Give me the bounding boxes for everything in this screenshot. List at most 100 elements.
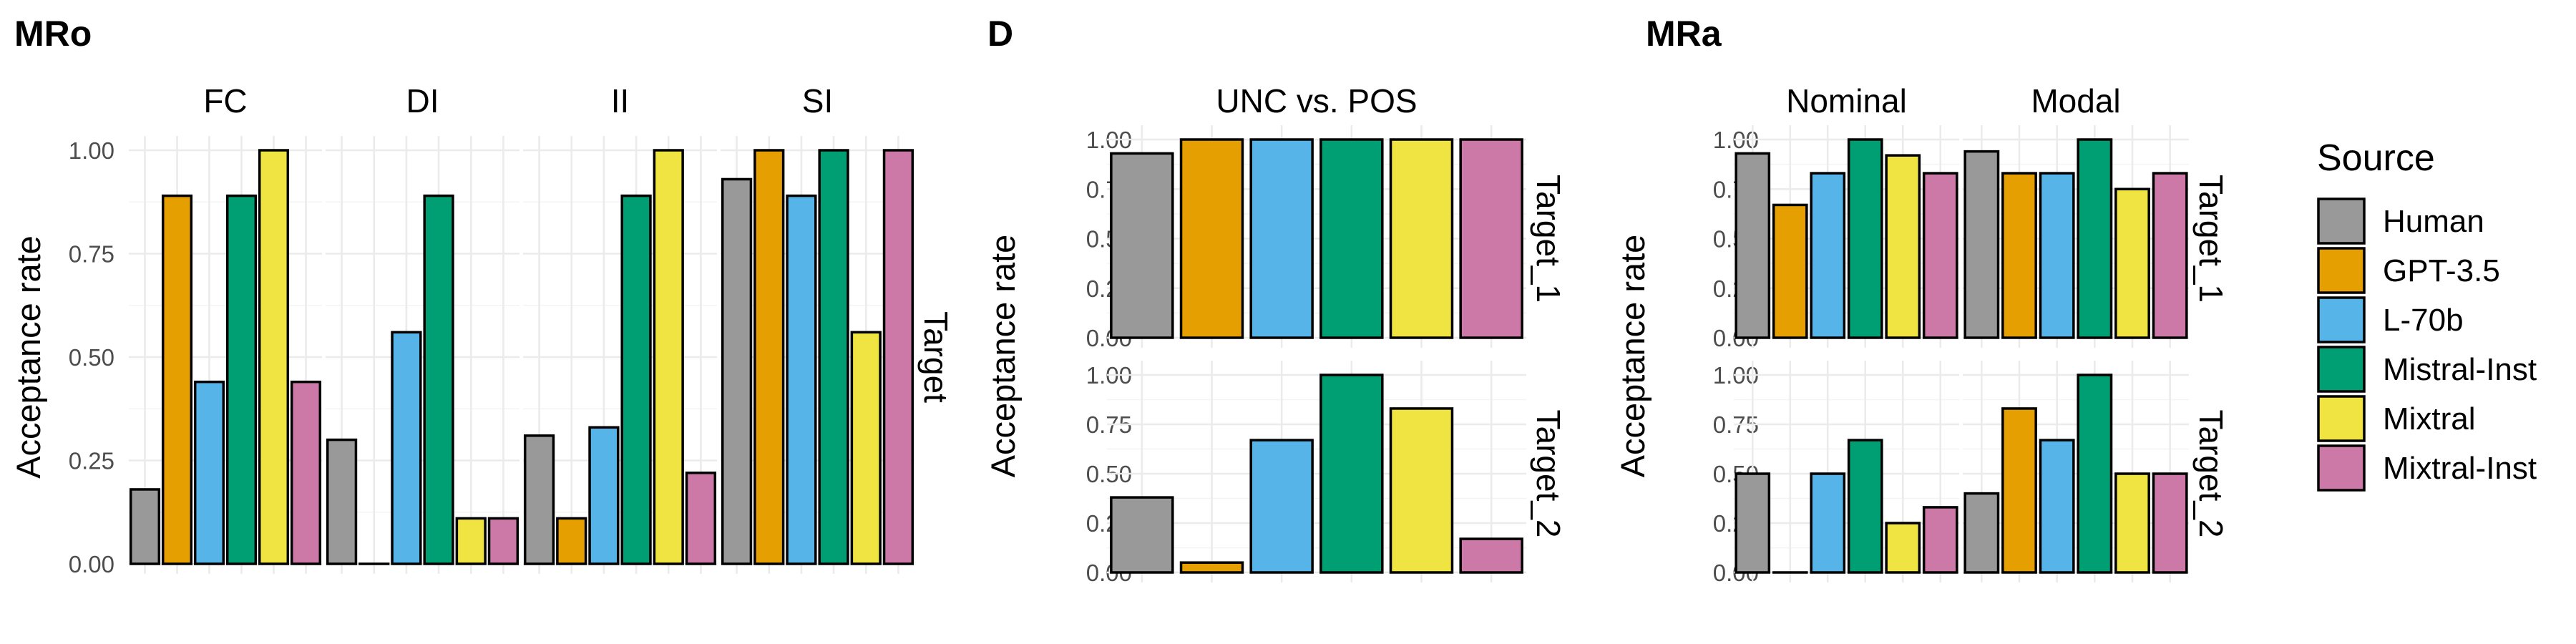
bar-l-70b (2039, 439, 2075, 574)
legend-label: Mixtral (2383, 401, 2476, 436)
facet-nominal-target-1 (1734, 125, 1959, 348)
legend-item-human-0: Human (2317, 197, 2484, 245)
bar-mistral-inst (2077, 374, 2113, 574)
bar-l-70b (391, 331, 422, 565)
bar-mixtral-inst (1922, 172, 1958, 339)
facet-fc (129, 136, 322, 574)
bar-mixtral (258, 149, 290, 565)
bar-l-70b (1810, 172, 1846, 339)
bar-human (721, 177, 753, 565)
legend-item-mistral-inst-3: Mistral-Inst (2317, 346, 2537, 393)
bar-l-70b (2039, 172, 2075, 339)
row-strip: Target (917, 311, 955, 403)
facet-unc-vs-pos-target-1 (1107, 125, 1526, 348)
bar-mistral-inst (818, 149, 849, 565)
bar-mistral-inst (225, 194, 258, 565)
bar-mistral-inst (1319, 374, 1384, 574)
facet-strip-fc: FC (203, 82, 247, 119)
bar-gpt-3-5 (1179, 561, 1244, 574)
bar-human (129, 488, 161, 565)
y-axis-title: Acceptance rate (984, 235, 1022, 478)
bar-mistral-inst (2077, 138, 2113, 339)
bar-mistral-inst (1319, 138, 1384, 339)
bar-gpt-3-5 (2001, 172, 2037, 339)
bar-mixtral (2114, 472, 2150, 574)
legend-swatch (2317, 197, 2366, 245)
legend-label: Human (2383, 204, 2484, 239)
row-strip-target-1: Target_1 (2192, 175, 2230, 303)
bar-gpt-3-5 (2001, 407, 2037, 574)
bar-mixtral-inst (2152, 472, 2188, 574)
bar-l-70b (588, 426, 620, 565)
facet-strip-unc-vs-pos: UNC vs. POS (1216, 82, 1417, 119)
legend-swatch (2317, 346, 2366, 393)
y-axis-title: Acceptance rate (9, 235, 47, 479)
bar-gpt-3-5 (556, 517, 587, 565)
legend-item-l-70b-2: L-70b (2317, 296, 2464, 343)
legend-swatch (2317, 247, 2366, 294)
row-strip-target-2: Target_2 (1530, 409, 1567, 537)
bar-mixtral-inst (1922, 506, 1958, 574)
bar-mixtral-inst (1459, 537, 1523, 574)
y-tick-label: 1.00 (69, 137, 114, 164)
y-axis-title: Acceptance rate (1614, 235, 1652, 478)
bar-mistral-inst (1847, 138, 1883, 339)
bar-mixtral (455, 517, 487, 565)
facet-unc-vs-pos-target-2 (1107, 361, 1526, 582)
legend-label: Mixtral-Inst (2383, 451, 2537, 486)
panel-label: MRo (14, 14, 92, 54)
bar-mixtral-inst (290, 380, 322, 565)
bar-mixtral-inst (2152, 172, 2188, 339)
bar-gpt-3-5 (1772, 203, 1808, 339)
facet-strip-modal: Modal (2031, 82, 2120, 119)
facet-strip-nominal: Nominal (1786, 82, 1907, 119)
facet-strip-di: DI (406, 82, 439, 119)
bar-mistral-inst (1847, 439, 1883, 574)
bar-mistral-inst (620, 194, 652, 565)
bar-mixtral-inst (685, 472, 717, 565)
legend-item-mixtral-inst-5: Mixtral-Inst (2317, 444, 2537, 492)
bar-l-70b (193, 380, 225, 565)
y-tick-label: 0.75 (69, 241, 114, 268)
legend-title: Source (2317, 137, 2435, 179)
facet-modal-target-1 (1963, 125, 2189, 348)
bar-human (1110, 152, 1174, 339)
bar-mixtral-inst (882, 149, 914, 565)
y-tick-label: 0.50 (69, 344, 114, 371)
bar-mixtral (850, 331, 882, 565)
y-tick-label: 0.00 (69, 551, 114, 577)
chart-mro: MRo Acceptance rate 0.00 0.25 0.50 0.75 1.00 FC… (9, 14, 955, 577)
row-strip-target-2: Target_2 (2192, 409, 2230, 537)
bar-human (1963, 150, 2000, 339)
bar-human (1963, 492, 2000, 574)
legend-swatch (2317, 296, 2366, 343)
bar-mixtral (1389, 407, 1454, 574)
facet-nominal-target-2 (1734, 361, 1959, 582)
facet-ii (523, 136, 717, 574)
bar-gpt-3-5 (1179, 138, 1244, 339)
y-tick-label: 0.25 (69, 448, 114, 474)
legend-swatch (2317, 444, 2366, 492)
bar-human (1735, 152, 1771, 339)
bar-mixtral (1885, 522, 1921, 574)
facet-modal-target-2 (1963, 361, 2189, 582)
bar-l-70b (1249, 439, 1314, 574)
bar-gpt-3-5 (161, 194, 193, 565)
legend-label: Mistral-Inst (2383, 352, 2537, 387)
facet-si (721, 136, 914, 574)
bar-l-70b (786, 194, 817, 565)
facet-strip-ii: II (611, 82, 630, 119)
bar-human (326, 438, 358, 565)
bar-mixtral (2114, 187, 2150, 339)
bar-mixtral (1885, 154, 1921, 339)
bar-gpt-3-5 (753, 149, 785, 565)
legend-item-mixtral-4: Mixtral (2317, 395, 2476, 442)
facet-strip-si: SI (802, 82, 833, 119)
bar-mistral-inst (423, 194, 454, 565)
legend-item-gpt-3-5-1: GPT-3.5 (2317, 247, 2500, 294)
bar-mixtral-inst (487, 517, 519, 565)
bar-l-70b (1249, 138, 1314, 339)
